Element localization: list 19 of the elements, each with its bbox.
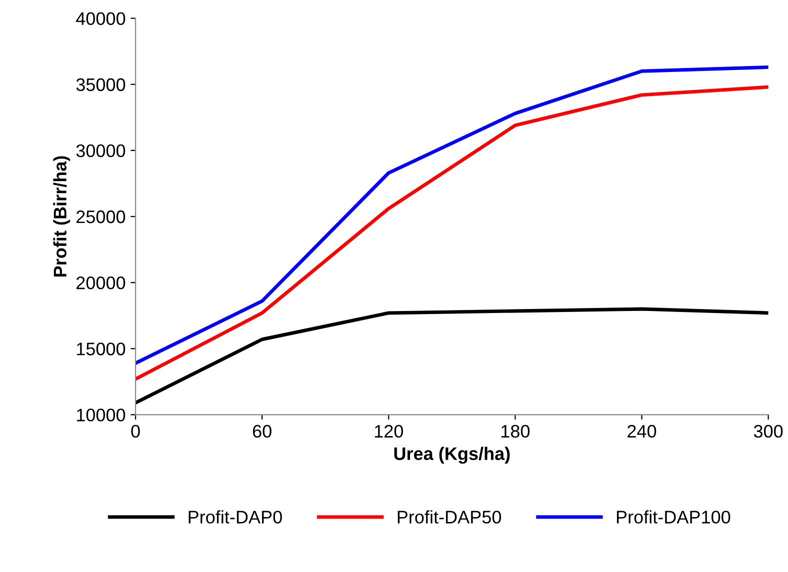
y-tick-label: 35000 (76, 78, 126, 92)
x-tick-label: 240 (628, 424, 656, 438)
x-tick-label: 300 (754, 424, 783, 438)
y-tick-label: 25000 (76, 210, 126, 224)
y-axis-title: Profit (Birr/ha) (53, 156, 70, 276)
line-series (136, 307, 768, 405)
y-tick-label: 10000 (76, 408, 126, 422)
x-axis-title: Urea (Kgs/ha) (394, 446, 510, 464)
legend-label: Profit-DAP50 (398, 510, 502, 524)
legend-label: Profit-DAP100 (616, 510, 730, 524)
y-tick-label: 30000 (76, 144, 126, 158)
x-tick-label: 180 (502, 424, 530, 438)
y-tick-label: 20000 (76, 276, 126, 290)
x-tick-label: 120 (374, 424, 403, 438)
legend-label: Profit-DAP0 (188, 510, 282, 524)
x-tick-label: 60 (252, 424, 272, 438)
x-tick-label: 0 (131, 424, 140, 438)
y-tick-label: 15000 (76, 342, 126, 356)
y-tick-label: 40000 (76, 12, 126, 26)
